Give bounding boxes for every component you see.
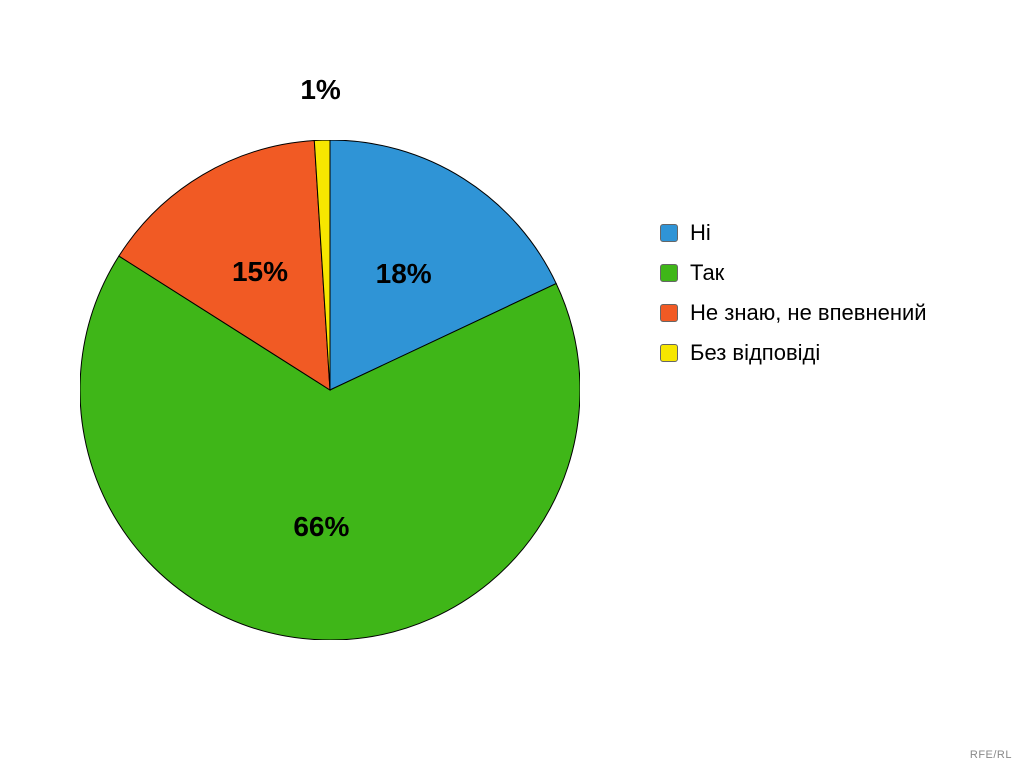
- slice-label: 66%: [293, 511, 349, 543]
- legend-swatch: [660, 264, 678, 282]
- slice-label: 18%: [376, 258, 432, 290]
- legend-swatch: [660, 344, 678, 362]
- legend-swatch: [660, 224, 678, 242]
- attribution: RFE/RL: [970, 749, 1012, 761]
- legend-label: Не знаю, не впевнений: [690, 300, 927, 326]
- pie-chart-container: 18%66%15%1%: [80, 80, 640, 690]
- legend-item: Так: [660, 260, 927, 286]
- pie-chart: 18%66%15%1%: [80, 140, 580, 640]
- legend-item: Ні: [660, 220, 927, 246]
- slice-label: 1%: [300, 74, 340, 106]
- legend-swatch: [660, 304, 678, 322]
- legend-label: Ні: [690, 220, 711, 246]
- legend: Ні Так Не знаю, не впевнений Без відповіді: [660, 220, 927, 366]
- pie-svg: [80, 140, 580, 640]
- legend-item: Без відповіді: [660, 340, 927, 366]
- legend-item: Не знаю, не впевнений: [660, 300, 927, 326]
- legend-label: Без відповіді: [690, 340, 820, 366]
- slice-label: 15%: [232, 256, 288, 288]
- legend-label: Так: [690, 260, 724, 286]
